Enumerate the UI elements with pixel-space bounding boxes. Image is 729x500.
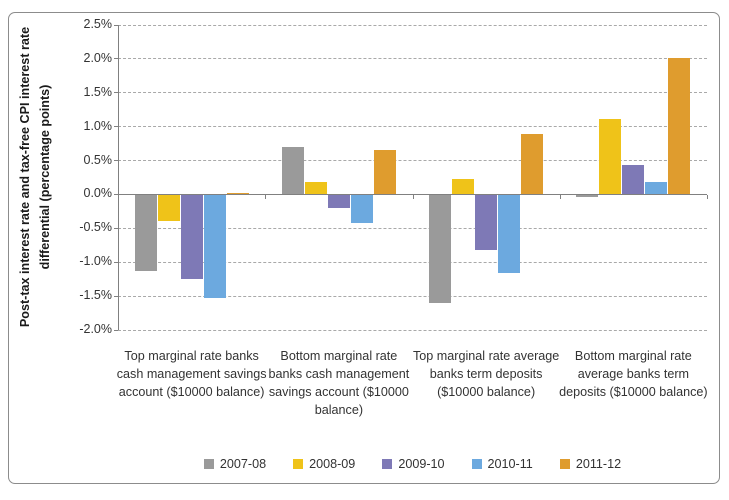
legend-item-2008-09: 2008-09: [293, 457, 355, 471]
x-tick-mark: [118, 194, 119, 199]
bar-2011-12-group-3: [521, 134, 544, 195]
x-category-label: Bottom marginal rate banks cash manageme…: [268, 349, 410, 417]
gridline: [118, 261, 707, 263]
y-tick-mark: [114, 92, 118, 94]
legend-swatch-2010-11: [471, 459, 482, 469]
bar-2009-10-group-1: [180, 195, 203, 280]
y-tick-label: 2.5%: [83, 17, 113, 31]
y-tick-mark: [114, 295, 118, 297]
x-tick-mark: [265, 194, 267, 199]
bar-2008-09-group-3: [452, 178, 475, 195]
y-axis-title-line-2: differential (percentage points): [37, 84, 52, 270]
bar-2011-12-group-1: [226, 193, 249, 195]
x-tick-mark: [412, 194, 414, 199]
bar-2010-11-group-1: [203, 195, 226, 298]
bar-2007-08-group-1: [134, 195, 157, 272]
x-tick-mark: [559, 194, 561, 199]
x-category-label: Top marginal rate banks cash management …: [116, 349, 267, 399]
bar-2009-10-group-2: [327, 195, 350, 208]
legend-swatch-2009-10: [382, 459, 393, 469]
bar-2008-09-group-1: [157, 195, 180, 222]
gridline: [118, 160, 707, 162]
y-axis-title: Post-tax interest rate and tax-free CPI …: [16, 3, 62, 351]
gridline: [118, 24, 707, 26]
y-axis-line: [118, 25, 119, 330]
y-tick-label: -1.5%: [79, 288, 112, 303]
bar-2008-09-group-2: [304, 182, 327, 195]
bar-2009-10-group-4: [622, 164, 645, 195]
y-tick-label: 0.0%: [83, 186, 113, 201]
y-tick-label: 1.5%: [83, 84, 113, 99]
y-tick-label: 0.5%: [83, 152, 113, 167]
gridline: [118, 295, 707, 297]
legend-item-2007-08: 2007-08: [203, 457, 267, 471]
x-axis-line: [118, 193, 707, 195]
y-tick-mark: [114, 24, 118, 26]
bar-2007-08-group-3: [429, 195, 452, 304]
y-tick-label: -0.5%: [79, 220, 112, 235]
y-tick-mark: [114, 261, 118, 263]
legend-swatch-2011-12: [559, 459, 570, 469]
y-tick-label: 2.0%: [83, 50, 113, 65]
legend-label: 2007-08: [219, 457, 267, 471]
legend-label: 2008-09: [309, 457, 356, 471]
gridline: [118, 58, 707, 60]
bar-2007-08-group-2: [281, 147, 304, 195]
bar-2010-11-group-3: [498, 195, 521, 273]
legend-item-2010-11: 2010-11: [471, 457, 533, 471]
legend-item-2009-10: 2009-10: [382, 457, 445, 471]
gridline: [118, 329, 707, 331]
y-tick-label: -2.0%: [79, 322, 112, 336]
legend-label: 2011-12: [575, 457, 622, 471]
legend: 2007-08 2008-09 2009-10 2010-11 2011-12: [118, 457, 707, 471]
legend-label: 2009-10: [398, 457, 445, 471]
bar-2011-12-group-2: [373, 149, 396, 195]
bar-2007-08-group-4: [576, 195, 599, 197]
gridline: [118, 227, 707, 229]
y-tick-mark: [114, 329, 118, 331]
bar-2010-11-group-2: [350, 195, 373, 223]
y-axis-title-line-1: Post-tax interest rate and tax-free CPI …: [18, 26, 32, 328]
chart-border-frame: [8, 12, 720, 484]
x-category-label: Top marginal rate average banks term dep…: [412, 349, 560, 399]
y-tick-label: -1.0%: [79, 254, 112, 269]
gridline: [118, 126, 707, 128]
legend-swatch-2007-08: [203, 459, 214, 469]
bar-2010-11-group-4: [645, 181, 668, 195]
y-tick-mark: [114, 58, 118, 60]
y-tick-mark: [114, 160, 118, 162]
y-tick-mark: [114, 193, 118, 195]
y-tick-mark: [114, 227, 118, 229]
legend-swatch-2008-09: [293, 459, 304, 469]
x-category-label: Bottom marginal rate average banks term …: [559, 349, 708, 399]
x-tick-mark: [707, 194, 708, 199]
bar-2011-12-group-4: [668, 57, 691, 195]
legend-item-2011-12: 2011-12: [559, 457, 622, 471]
bar-2009-10-group-3: [475, 195, 498, 251]
y-tick-mark: [114, 126, 118, 128]
bar-2008-09-group-4: [599, 118, 622, 195]
gridline: [118, 92, 707, 94]
y-tick-label: 1.0%: [83, 118, 113, 133]
legend-label: 2010-11: [487, 457, 533, 471]
